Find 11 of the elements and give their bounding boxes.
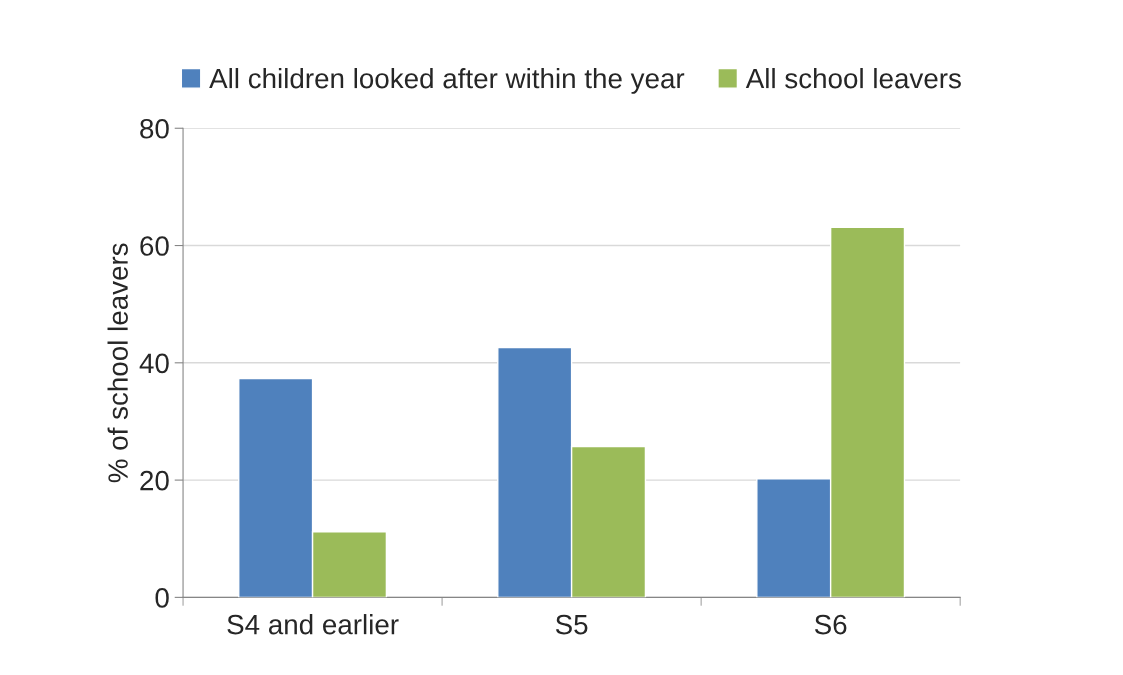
y-tick-label: 80 xyxy=(140,118,169,139)
legend-label: All school leavers xyxy=(745,67,961,89)
y-tick-label: 0 xyxy=(155,588,169,608)
y-tick-label: 20 xyxy=(140,470,169,491)
y-tick-label: 40 xyxy=(139,353,169,374)
legend-label: All children looked after within the year xyxy=(209,67,685,94)
x-tick-label: S5 xyxy=(555,614,588,635)
x-tick-label: S4 and earlier xyxy=(227,614,399,635)
x-tick-label: S6 xyxy=(814,614,847,635)
y-axis-title: % of school leavers xyxy=(107,243,128,483)
y-tick-label: 60 xyxy=(140,236,169,256)
